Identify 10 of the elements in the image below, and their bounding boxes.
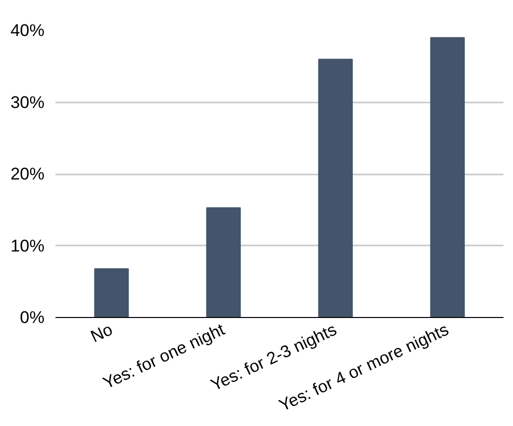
y-tick-label: 10% — [10, 236, 45, 256]
bar — [206, 207, 241, 318]
y-tick-label: 20% — [10, 164, 45, 184]
y-tick-label: 0% — [20, 308, 45, 327]
y-tick-label: 40% — [10, 21, 45, 40]
bar — [318, 58, 353, 318]
x-tick-label: No — [88, 320, 116, 346]
bar — [430, 37, 465, 318]
bar — [94, 268, 129, 318]
y-tick-label: 30% — [10, 92, 45, 112]
